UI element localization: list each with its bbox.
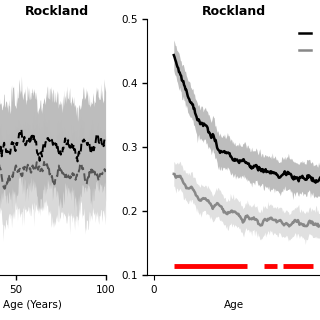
Text: Rockland: Rockland bbox=[25, 5, 89, 18]
X-axis label: Age: Age bbox=[224, 300, 244, 310]
Title: Rockland: Rockland bbox=[202, 5, 266, 18]
X-axis label: Age (Years): Age (Years) bbox=[3, 300, 61, 310]
Legend: , : , bbox=[295, 24, 317, 60]
